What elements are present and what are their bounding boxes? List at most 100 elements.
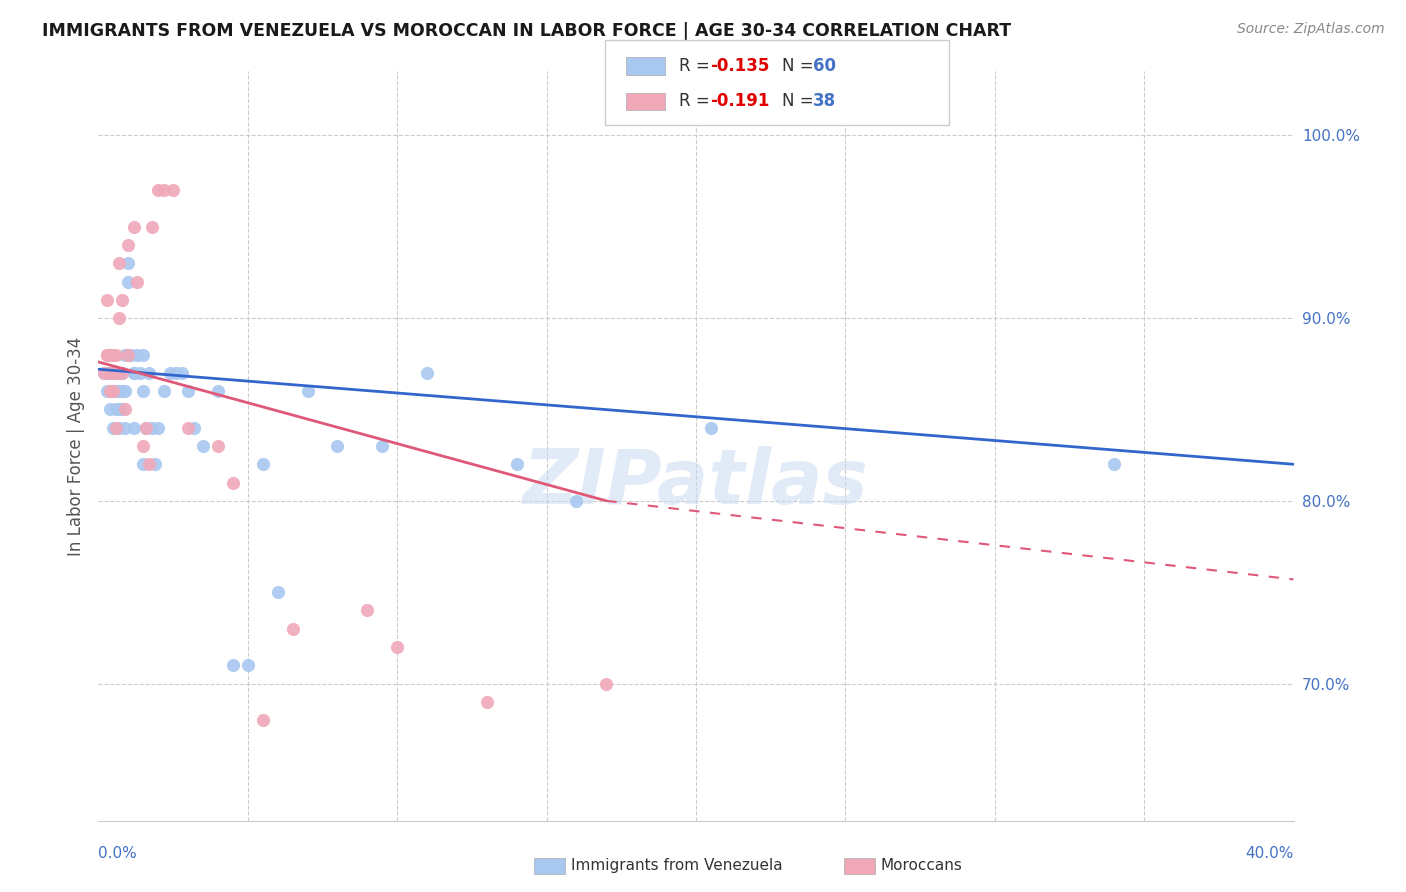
Point [103, 384, 125, 399]
Point [108, 402, 131, 417]
Point [148, 421, 170, 435]
Point [105, 384, 128, 399]
Point [297, 384, 319, 399]
Point [108, 384, 131, 399]
Point [129, 366, 152, 380]
Point [103, 421, 125, 435]
Point [281, 622, 304, 636]
Point [117, 348, 139, 362]
Text: 60: 60 [813, 57, 835, 75]
Y-axis label: In Labor Force | Age 30-34: In Labor Force | Age 30-34 [66, 336, 84, 556]
Point [506, 457, 529, 471]
Text: Moroccans: Moroccans [880, 858, 962, 872]
Point [105, 348, 128, 362]
Text: Source: ZipAtlas.com: Source: ZipAtlas.com [1237, 22, 1385, 37]
Text: -0.135: -0.135 [710, 57, 769, 75]
Point [96, 348, 118, 362]
Point [108, 256, 131, 270]
Point [108, 366, 131, 380]
Point [252, 457, 274, 471]
Point [93, 366, 115, 380]
Point [98, 384, 122, 399]
Point [103, 384, 125, 399]
Point [236, 658, 259, 673]
Point [124, 219, 146, 234]
Text: 0.0%: 0.0% [98, 846, 138, 861]
Point [120, 348, 142, 362]
Point [114, 402, 136, 417]
Text: 40.0%: 40.0% [1246, 846, 1294, 861]
Point [98, 348, 122, 362]
Point [177, 384, 200, 399]
Point [207, 384, 229, 399]
Point [138, 457, 160, 471]
Point [114, 384, 136, 399]
Point [127, 348, 149, 362]
Point [165, 366, 187, 380]
Point [153, 183, 176, 197]
Point [132, 439, 155, 453]
Text: 38: 38 [813, 93, 835, 111]
Point [111, 366, 134, 380]
Point [117, 238, 139, 252]
Point [103, 366, 125, 380]
Point [117, 275, 139, 289]
Point [132, 348, 155, 362]
Text: -0.191: -0.191 [710, 93, 769, 111]
Point [114, 421, 136, 435]
Point [96, 293, 118, 307]
Point [207, 439, 229, 453]
Point [475, 695, 498, 709]
Point [105, 421, 128, 435]
Point [222, 475, 245, 490]
Point [105, 402, 128, 417]
Point [326, 439, 349, 453]
Point [114, 348, 136, 362]
Point [108, 421, 131, 435]
Point [111, 384, 134, 399]
Point [111, 384, 134, 399]
Point [565, 493, 588, 508]
Point [700, 421, 723, 435]
Point [132, 457, 155, 471]
Point [162, 183, 184, 197]
Point [105, 366, 128, 380]
Point [1104, 457, 1126, 471]
Text: IMMIGRANTS FROM VENEZUELA VS MOROCCAN IN LABOR FORCE | AGE 30-34 CORRELATION CHA: IMMIGRANTS FROM VENEZUELA VS MOROCCAN IN… [42, 22, 1011, 40]
Text: ZIPatlas: ZIPatlas [523, 447, 869, 520]
Point [153, 384, 176, 399]
Point [127, 275, 149, 289]
Point [105, 366, 128, 380]
Point [111, 366, 134, 380]
Point [222, 658, 245, 673]
Point [138, 366, 160, 380]
Point [148, 183, 170, 197]
Point [191, 439, 214, 453]
Text: R =: R = [679, 93, 716, 111]
Point [108, 311, 131, 326]
Text: N =: N = [782, 93, 818, 111]
Point [252, 713, 274, 727]
Point [117, 348, 139, 362]
Text: N =: N = [782, 57, 818, 75]
Point [177, 421, 200, 435]
Point [132, 384, 155, 399]
Point [98, 348, 122, 362]
Point [124, 421, 146, 435]
Point [135, 421, 157, 435]
Point [111, 293, 134, 307]
Point [98, 366, 122, 380]
Point [96, 366, 118, 380]
Point [124, 366, 146, 380]
Point [98, 402, 122, 417]
Point [595, 676, 617, 690]
Point [172, 366, 194, 380]
Point [103, 348, 125, 362]
Point [356, 603, 378, 617]
Point [143, 457, 166, 471]
Point [135, 421, 157, 435]
Point [98, 366, 122, 380]
Point [93, 366, 115, 380]
Point [141, 421, 163, 435]
Point [267, 585, 290, 599]
